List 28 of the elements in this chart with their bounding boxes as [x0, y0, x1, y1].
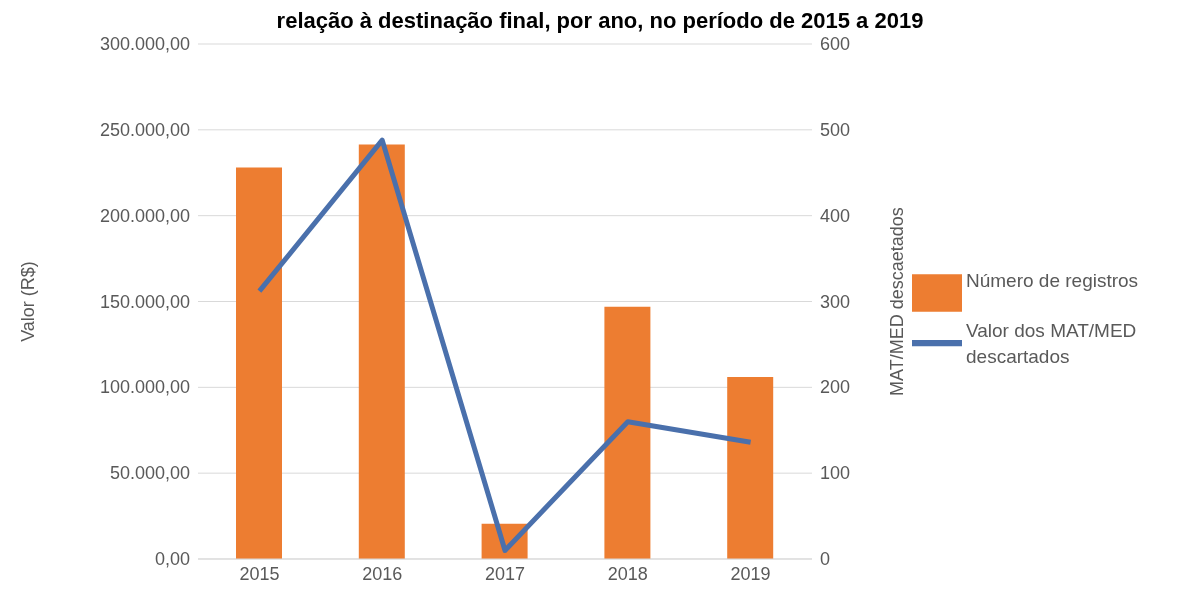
- y2-axis-title: MAT/MED descaetados: [887, 207, 908, 396]
- bar: [727, 377, 774, 559]
- y-tick-label: 200.000,00: [99, 205, 190, 226]
- y-tick-label: 250.000,00: [99, 119, 190, 140]
- y2-tick-label: 100: [820, 463, 851, 484]
- y2-tick-label: 400: [820, 205, 851, 226]
- chart-title: relação à destinação final, por ano, no período de 2015 a 2019: [275, 8, 925, 34]
- y2-tick-label: 300: [820, 291, 851, 312]
- y-axis-title: Valor (R$): [18, 261, 39, 342]
- y-tick-label: 100.000,00: [99, 377, 190, 398]
- y-tick-label: 0,00: [154, 549, 190, 569]
- legend-label: Número de registros: [966, 269, 1140, 293]
- y2-tick-label: 500: [820, 119, 851, 140]
- y-tick-label: 50.000,00: [109, 463, 190, 484]
- y2-tick-label: 200: [820, 377, 851, 398]
- y-tick-label: 300.000,00: [99, 34, 190, 54]
- x-tick-label: 2018: [607, 563, 648, 584]
- bar: [358, 144, 405, 559]
- x-tick-label: 2017: [484, 563, 526, 584]
- bar: [604, 306, 651, 559]
- y2-tick-label: 600: [820, 34, 851, 54]
- y-tick-label: 150.000,00: [99, 291, 190, 312]
- bar: [236, 167, 282, 559]
- x-tick-label: 2019: [730, 563, 771, 584]
- y2-tick-label: 0: [820, 549, 831, 569]
- legend-label: Valor dos MAT/MED descartados: [966, 319, 1138, 369]
- x-tick-label: 2016: [362, 563, 403, 584]
- x-tick-label: 2015: [239, 563, 280, 584]
